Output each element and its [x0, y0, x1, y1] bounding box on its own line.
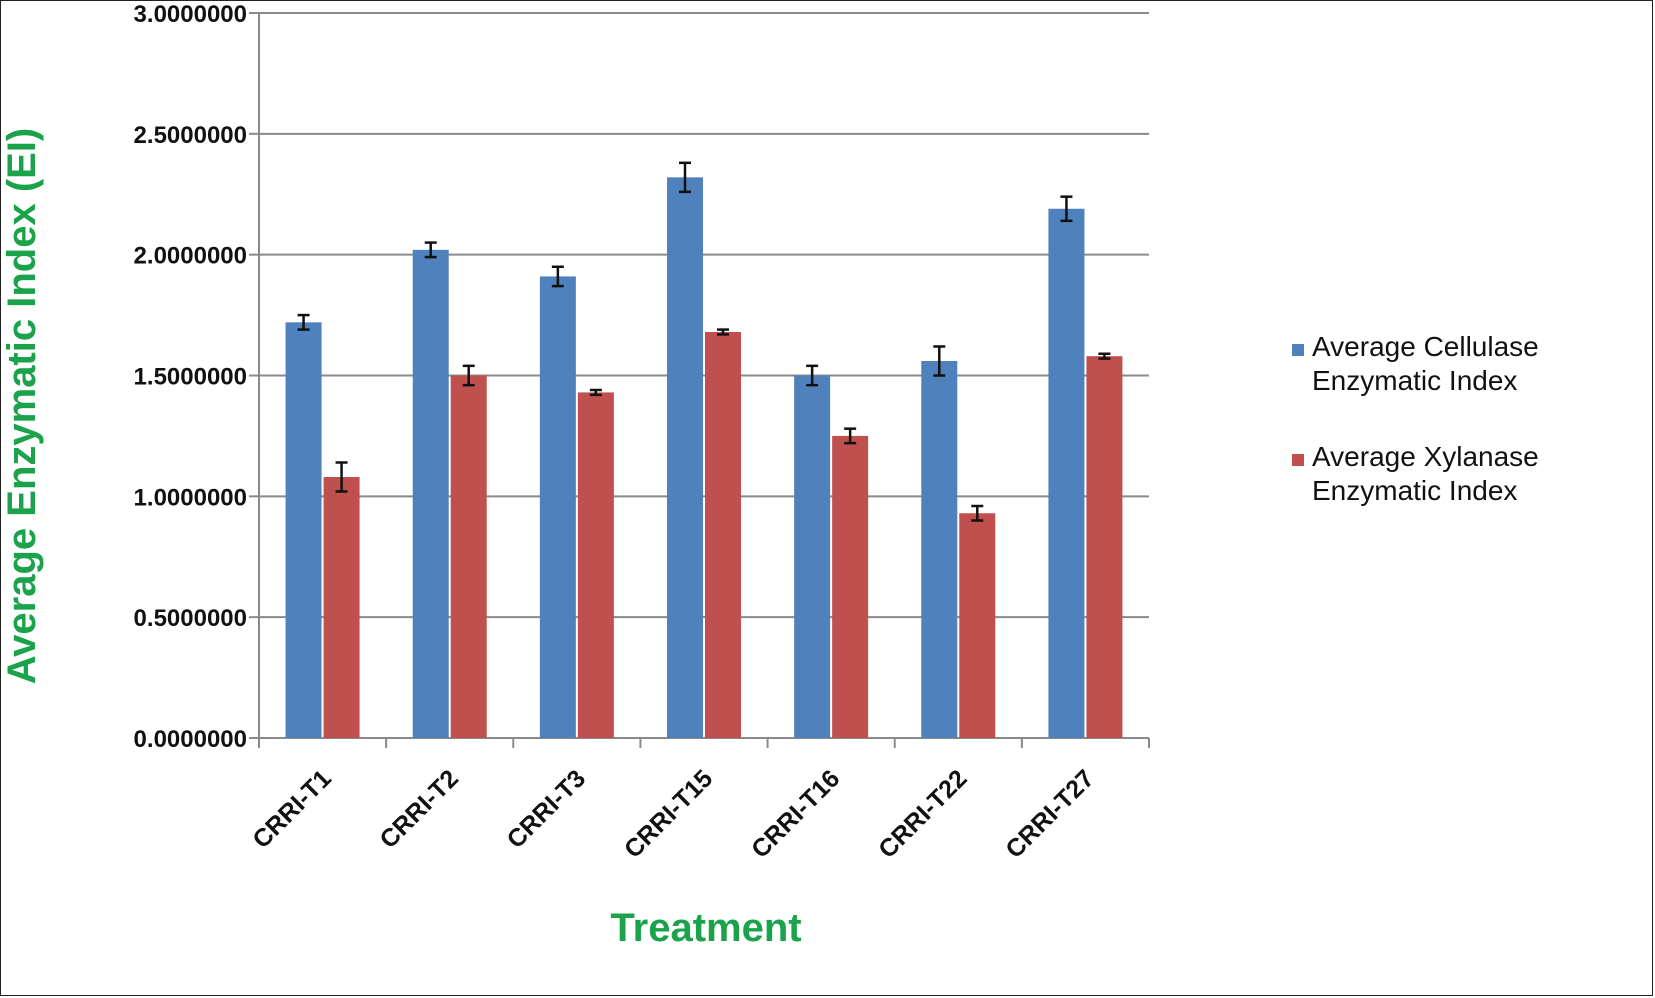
legend-swatch — [1292, 454, 1304, 466]
gridlines — [259, 12, 1149, 619]
bar — [285, 322, 322, 738]
x-axis-title: Treatment — [610, 906, 801, 950]
bar — [705, 332, 741, 738]
y-axis-title: Average Enzymatic Index (EI) — [1, 128, 44, 684]
bar — [323, 477, 360, 738]
x-tick-label: CRRI-T3 — [502, 764, 592, 854]
bars — [285, 177, 1123, 739]
bar — [412, 249, 449, 739]
x-tick-label: CRRI-T27 — [1000, 764, 1099, 863]
x-tick-label: CRRI-T1 — [247, 764, 337, 854]
legend-label: Enzymatic Index — [1312, 475, 1517, 506]
legend-label: Enzymatic Index — [1312, 365, 1517, 396]
y-tick-label: 1.5000000 — [134, 364, 247, 391]
x-tick-label: CRRI-T22 — [873, 764, 972, 863]
y-tick-label: 1.0000000 — [134, 484, 247, 511]
bar — [832, 435, 869, 738]
x-tick-label: CRRI-T2 — [374, 764, 464, 854]
legend-label: Average Xylanase — [1312, 441, 1539, 472]
y-tick-label: 0.5000000 — [134, 605, 247, 632]
bar — [794, 375, 831, 738]
bar — [539, 276, 576, 738]
bar — [1086, 356, 1123, 738]
x-tick-label: CRRI-T15 — [619, 764, 718, 863]
x-tick-label: CRRI-T16 — [746, 764, 845, 863]
legend-swatch — [1292, 344, 1304, 356]
legend-label: Average Cellulase — [1312, 331, 1539, 362]
bar — [667, 177, 703, 739]
bar — [577, 392, 614, 738]
y-tick-label: 2.0000000 — [134, 243, 247, 270]
bar — [1048, 208, 1085, 738]
bar — [450, 375, 487, 738]
axes — [249, 12, 1150, 748]
y-tick-label: 3.0000000 — [134, 1, 247, 28]
bar — [921, 361, 958, 738]
error-bars — [297, 161, 1111, 522]
bar — [959, 513, 996, 738]
y-tick-label: 0.0000000 — [134, 726, 247, 753]
y-tick-label: 2.5000000 — [134, 122, 247, 149]
